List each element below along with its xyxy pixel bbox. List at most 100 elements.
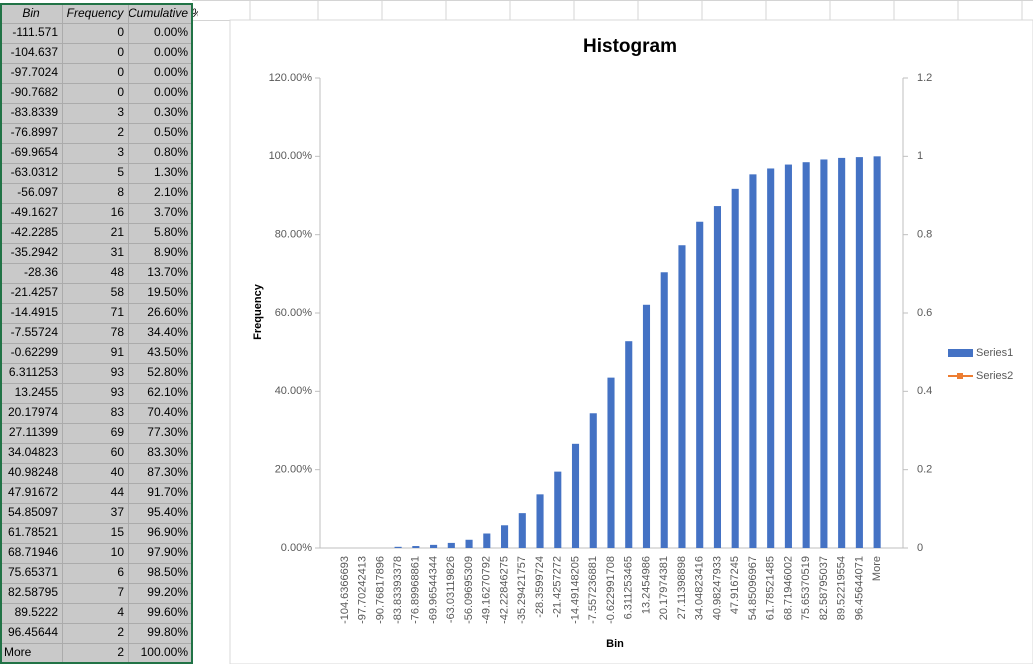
cell: 3 xyxy=(117,105,124,119)
x-tick-label: -63.03119826 xyxy=(445,556,457,623)
y2-tick-label: 1.2 xyxy=(917,72,932,84)
x-tick-label: 54.85096967 xyxy=(747,556,759,620)
y2-tick-label: 0.8 xyxy=(917,229,932,241)
x-tick-label: -7.557236881 xyxy=(587,556,599,624)
y2-tick-label: 1 xyxy=(917,150,923,162)
x-tick-label: 96.45644071 xyxy=(853,556,865,620)
cell: 99.60% xyxy=(147,605,188,619)
header-cell: Cumulative % xyxy=(128,6,202,20)
x-tick-label: More xyxy=(871,556,883,581)
cell: 87.30% xyxy=(147,465,188,479)
x-tick-label: -56.09695309 xyxy=(463,556,475,624)
x-tick-label: -97.70242413 xyxy=(357,556,369,624)
y2-tick-label: 0 xyxy=(917,542,923,554)
cell: 0.00% xyxy=(154,45,188,59)
legend-marker xyxy=(957,373,963,379)
cell: 0.80% xyxy=(154,145,188,159)
legend-label: Series2 xyxy=(976,370,1013,382)
x-tick-label: 75.65370519 xyxy=(800,556,812,620)
cell: 15 xyxy=(111,525,125,539)
cell: 6 xyxy=(117,565,124,579)
cell: 8.90% xyxy=(154,245,188,259)
x-axis-title: Bin xyxy=(606,638,624,650)
bar xyxy=(536,494,544,548)
bar xyxy=(607,377,615,548)
y2-tick-label: 0.4 xyxy=(917,385,932,397)
cell: 0.00% xyxy=(154,85,188,99)
x-tick-label: 82.58795037 xyxy=(818,556,830,620)
y-tick-label: 40.00% xyxy=(275,385,313,397)
bar xyxy=(589,413,597,548)
bar xyxy=(571,443,580,548)
cell: 82.58795 xyxy=(8,585,58,599)
cell: 58 xyxy=(111,285,125,299)
cell: 47.91672 xyxy=(8,485,58,499)
bar xyxy=(412,546,420,548)
bar xyxy=(554,471,562,548)
x-tick-label: -35.29421757 xyxy=(516,556,528,624)
y2-tick-label: 0.6 xyxy=(917,307,932,319)
cell: 19.50% xyxy=(147,285,188,299)
y2-tick-label: 0.2 xyxy=(917,464,932,476)
y-tick-label: 20.00% xyxy=(275,464,313,476)
cell: 0.00% xyxy=(154,25,188,39)
cell: 2 xyxy=(117,625,124,639)
cell: -83.8339 xyxy=(11,105,59,119)
x-tick-label: 40.98247933 xyxy=(711,556,723,620)
cell: 2 xyxy=(117,125,124,139)
cell: 91 xyxy=(111,345,125,359)
cell: 5.80% xyxy=(154,225,188,239)
cell: 96.90% xyxy=(147,525,188,539)
cell: 1.30% xyxy=(154,165,188,179)
cell: 0 xyxy=(117,25,124,39)
cell: 48 xyxy=(111,265,125,279)
bar xyxy=(784,164,792,548)
y-tick-label: 100.00% xyxy=(269,150,313,162)
cell: 8 xyxy=(117,185,124,199)
x-tick-label: 61.78521485 xyxy=(765,556,777,620)
cell: 77.30% xyxy=(147,425,188,439)
cell: -56.097 xyxy=(17,185,58,199)
cell: 83 xyxy=(111,405,125,419)
x-tick-label: -90.76817896 xyxy=(374,556,386,624)
y-tick-label: 60.00% xyxy=(275,307,313,319)
x-tick-label: -42.22846275 xyxy=(498,556,510,624)
cell: 10 xyxy=(111,545,125,559)
bar xyxy=(731,188,739,548)
chart-title: Histogram xyxy=(583,36,677,57)
cell: -69.9654 xyxy=(11,145,59,159)
cell: -49.1627 xyxy=(11,205,59,219)
cell: -111.571 xyxy=(12,25,58,39)
x-tick-label: -21.4257272 xyxy=(552,556,564,618)
header-cell: Frequency xyxy=(67,6,125,20)
bar xyxy=(501,525,509,548)
cell: 40 xyxy=(111,465,125,479)
cell: 2 xyxy=(117,645,124,659)
cell: 68.71946 xyxy=(8,545,58,559)
y-tick-label: 0.00% xyxy=(281,542,312,554)
cell: 100.00% xyxy=(141,645,189,659)
cell: 13.70% xyxy=(147,265,188,279)
cell: 99.80% xyxy=(147,625,188,639)
cell: More xyxy=(4,645,32,659)
cell: 37 xyxy=(111,505,125,519)
x-tick-label: -76.89968861 xyxy=(410,556,422,624)
x-tick-label: -104.6366693 xyxy=(339,556,351,624)
cell: 96.45644 xyxy=(8,625,58,639)
cell: 95.40% xyxy=(147,505,188,519)
bar xyxy=(642,304,651,548)
cell: -21.4257 xyxy=(11,285,59,299)
cell: -7.55724 xyxy=(11,325,59,339)
cell: -0.62299 xyxy=(11,345,59,359)
cell: 93 xyxy=(111,365,125,379)
cell: 52.80% xyxy=(147,365,188,379)
cell: 89.5222 xyxy=(15,605,59,619)
x-tick-label: 47.9167245 xyxy=(729,556,741,614)
cell: 75.65371 xyxy=(8,565,58,579)
bar xyxy=(802,162,810,549)
x-tick-label: -14.49148205 xyxy=(569,556,581,624)
cell: -28.36 xyxy=(24,265,58,279)
bar xyxy=(483,533,491,548)
selection-fill xyxy=(0,4,192,664)
